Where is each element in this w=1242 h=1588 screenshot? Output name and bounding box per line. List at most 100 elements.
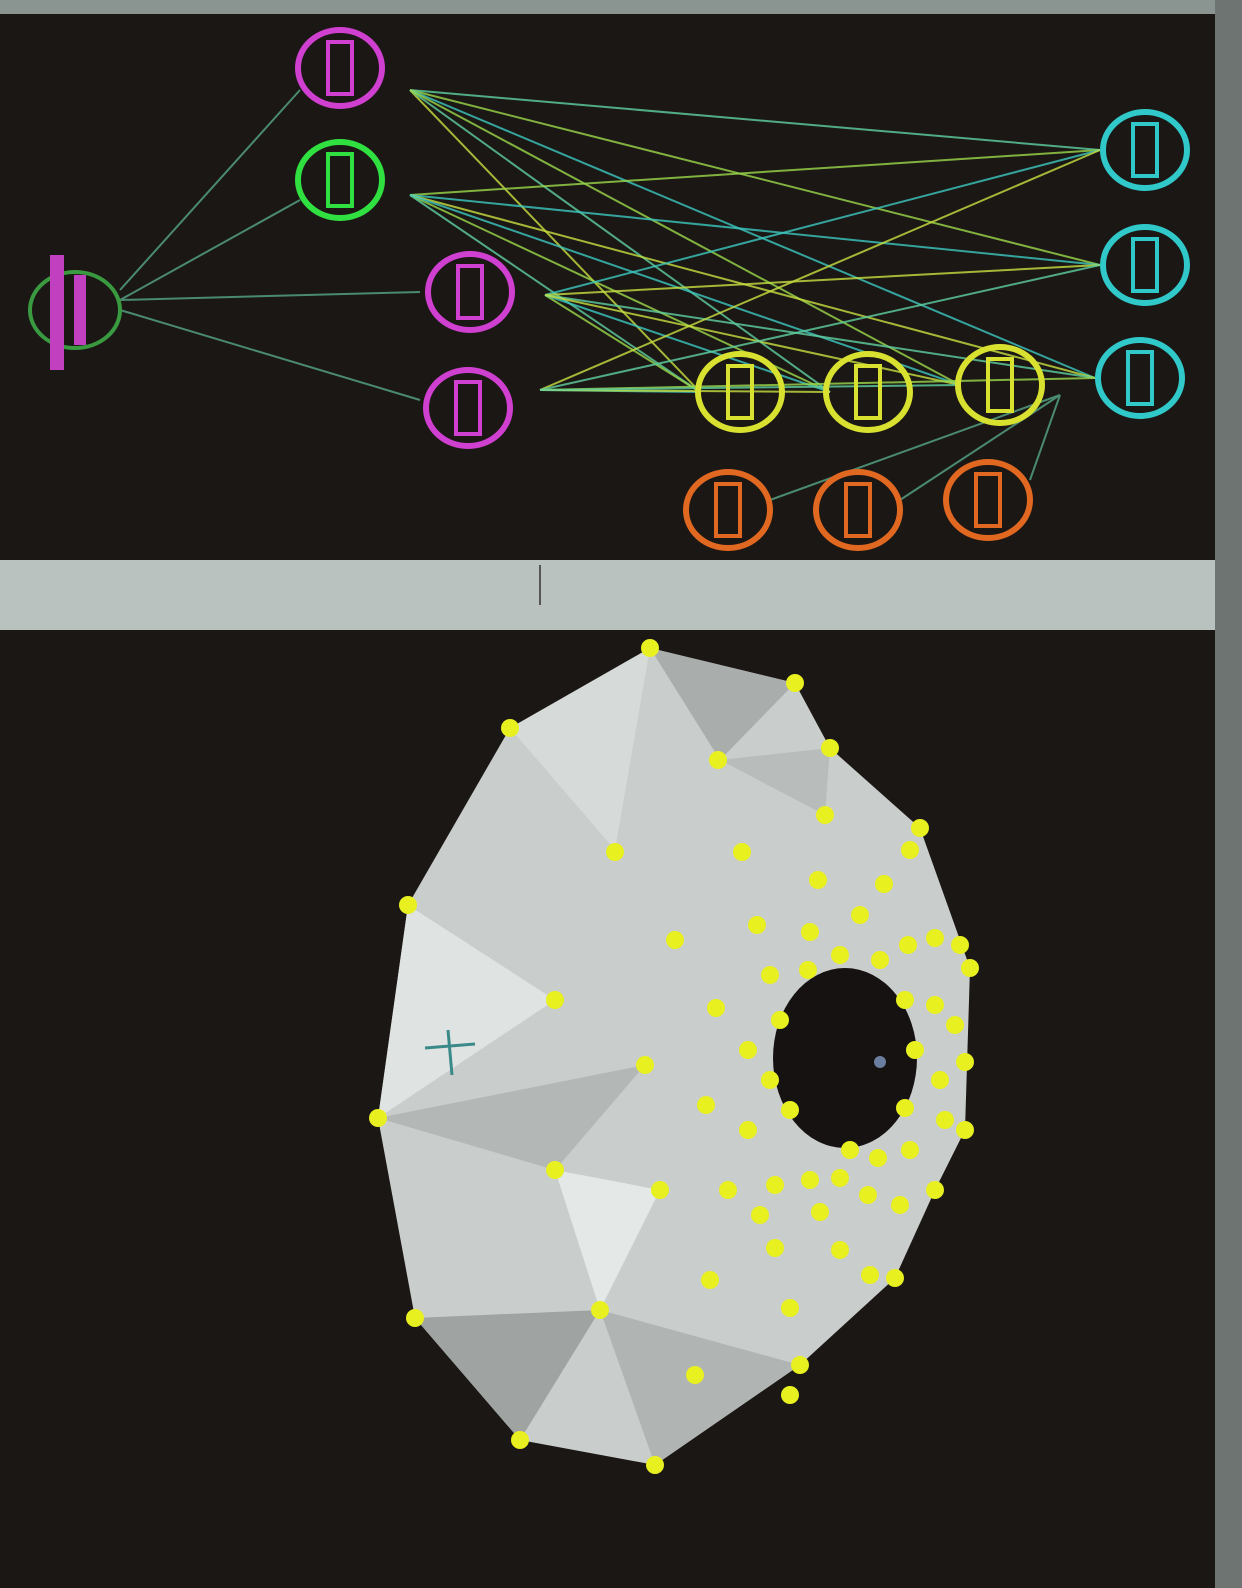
vertex	[951, 936, 969, 954]
vertex	[896, 991, 914, 1009]
node	[943, 459, 1033, 541]
vertex	[799, 961, 817, 979]
top-bar	[0, 0, 1242, 14]
vertex	[931, 1071, 949, 1089]
vertex	[606, 843, 624, 861]
node	[813, 469, 903, 551]
node	[955, 344, 1045, 426]
vertex	[926, 996, 944, 1014]
vertex	[869, 1149, 887, 1167]
edge	[544, 149, 1101, 296]
edge	[544, 294, 831, 393]
vertex	[926, 1181, 944, 1199]
vertex	[841, 1141, 859, 1159]
edge	[119, 199, 301, 301]
vertex	[891, 1196, 909, 1214]
node	[1100, 109, 1190, 191]
vertex	[546, 991, 564, 1009]
node-glyph	[326, 152, 354, 208]
node-glyph	[326, 40, 354, 96]
mesh-hole	[773, 968, 917, 1148]
cursor-cross	[424, 1029, 476, 1076]
vertex	[719, 1181, 737, 1199]
vertex	[707, 999, 725, 1017]
panel-divider	[0, 560, 1215, 630]
vertex	[801, 923, 819, 941]
vertex	[739, 1121, 757, 1139]
vertex	[501, 719, 519, 737]
node	[1100, 224, 1190, 306]
vertex	[766, 1176, 784, 1194]
vertex	[701, 1271, 719, 1289]
vertex	[901, 1141, 919, 1159]
vertex	[809, 871, 827, 889]
vertex	[831, 946, 849, 964]
mesh-facet	[510, 648, 650, 850]
vertex	[821, 739, 839, 757]
node	[695, 351, 785, 433]
edge	[409, 89, 1096, 379]
mesh-facet	[378, 905, 555, 1118]
vertex	[936, 1111, 954, 1129]
vertex	[906, 1041, 924, 1059]
vertex	[697, 1096, 715, 1114]
node-glyph	[714, 482, 742, 538]
vertex	[791, 1356, 809, 1374]
edge	[1029, 394, 1061, 481]
vertex	[761, 966, 779, 984]
edge	[409, 194, 1101, 266]
vertex	[686, 1366, 704, 1384]
vertex	[646, 1456, 664, 1474]
edge	[544, 264, 1101, 296]
vertex	[709, 751, 727, 769]
mesh-facet	[555, 1170, 660, 1310]
graph-edges	[119, 89, 1101, 501]
vertex	[781, 1299, 799, 1317]
vertex	[406, 1309, 424, 1327]
mesh-facet	[650, 648, 795, 760]
vertex	[751, 1206, 769, 1224]
mesh-facet	[600, 1310, 800, 1465]
node	[823, 351, 913, 433]
node-glyph	[844, 482, 872, 538]
node-glyph	[974, 472, 1002, 528]
edge	[544, 294, 961, 386]
vertex	[831, 1241, 849, 1259]
vertex	[511, 1431, 529, 1449]
mesh-vertices	[369, 639, 979, 1474]
vertex	[861, 1266, 879, 1284]
edge	[119, 309, 421, 401]
mesh-facet	[378, 1065, 645, 1170]
edge	[409, 149, 1101, 196]
edge	[409, 89, 961, 386]
vertex	[766, 1239, 784, 1257]
vertex	[546, 1161, 564, 1179]
node	[1095, 337, 1185, 419]
edge	[544, 294, 1096, 379]
vertex	[651, 1181, 669, 1199]
mesh-facet	[415, 1310, 600, 1440]
vertex	[781, 1101, 799, 1119]
edge	[409, 89, 1101, 151]
vertex	[666, 931, 684, 949]
vertex	[926, 929, 944, 947]
edge	[119, 291, 421, 301]
edge	[544, 294, 701, 393]
vertex	[641, 639, 659, 657]
node-glyph	[1131, 122, 1159, 178]
vertex	[851, 906, 869, 924]
vertex	[739, 1041, 757, 1059]
vertex	[636, 1056, 654, 1074]
vertex	[831, 1169, 849, 1187]
graph-nodes	[28, 27, 1190, 551]
vertex	[816, 806, 834, 824]
edge	[409, 194, 1096, 379]
vertex	[369, 1109, 387, 1127]
node-glyph	[726, 364, 754, 420]
node-glyph	[74, 275, 86, 345]
mesh-hull	[378, 648, 970, 1465]
mesh	[378, 648, 970, 1465]
vertex	[811, 1203, 829, 1221]
node	[295, 27, 385, 109]
